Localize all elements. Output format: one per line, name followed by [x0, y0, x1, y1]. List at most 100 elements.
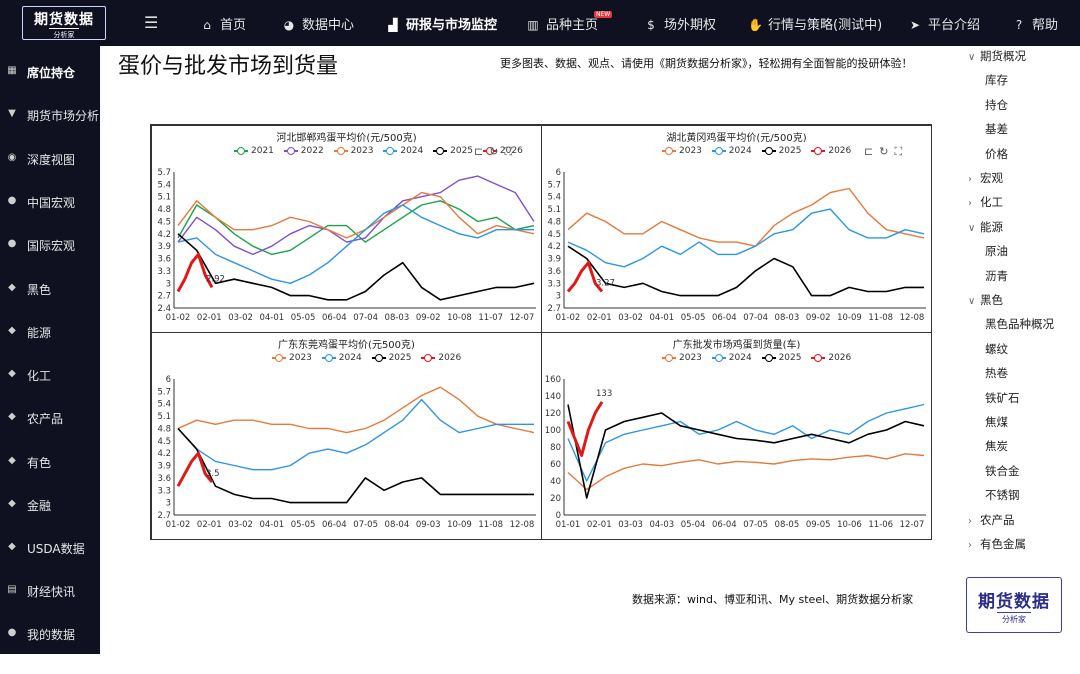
- promo-text[interactable]: 更多图表、数据、观点、请使用《期货数据分析家》，轻松拥有全面智能的投研体验！: [500, 57, 913, 70]
- nav-data-center[interactable]: ◕ 数据中心: [283, 18, 355, 33]
- y-tick-label: 120: [545, 409, 561, 419]
- series-line-2024[interactable]: [177, 204, 534, 285]
- sidebar-item-agri[interactable]: ◆ 农产品: [0, 403, 100, 433]
- series-line-2025[interactable]: [177, 233, 535, 301]
- right-nav-item[interactable]: ∨ 黑色: [968, 292, 1003, 308]
- series-line-2026[interactable]: [176, 451, 214, 487]
- y-tick-label: 4.8: [547, 217, 561, 227]
- legend-item-2024[interactable]: 2024: [711, 146, 752, 156]
- right-nav-item[interactable]: ∨ 期货概况: [968, 48, 1026, 64]
- sidebar-item-nonferrous[interactable]: ◆ 有色: [0, 447, 100, 477]
- sidebar-item-finance[interactable]: ◆ 金融: [0, 490, 100, 520]
- legend-item-2023[interactable]: 2023: [662, 146, 702, 156]
- legend-item-2025[interactable]: 2025: [761, 146, 801, 156]
- x-tick-label: 07-05: [743, 520, 768, 530]
- series-line-2025[interactable]: [567, 404, 925, 499]
- data-source: 数据来源：wind、博亚和讯、My steel、期货数据分析家: [632, 593, 914, 606]
- zoom-icon[interactable]: ⊏: [474, 145, 490, 158]
- right-nav-item[interactable]: 基差: [985, 121, 1008, 137]
- nav-help[interactable]: ? 帮助: [1012, 14, 1058, 33]
- zoom-icon[interactable]: ⊏: [864, 145, 880, 158]
- series-line-2023[interactable]: [567, 187, 925, 247]
- fullscreen-icon[interactable]: ⛶: [894, 145, 909, 158]
- series-line-2023[interactable]: [177, 386, 535, 434]
- right-nav-item[interactable]: 库存: [985, 72, 1008, 88]
- legend-item-2025[interactable]: 2025: [761, 353, 801, 363]
- right-nav-item[interactable]: ∨ 能源: [968, 219, 1003, 235]
- nav-research-monitor[interactable]: ▟ 研报与市场监控: [386, 14, 497, 33]
- menu-toggle-icon[interactable]: ☰: [144, 13, 159, 32]
- legend-item-2026[interactable]: 2026: [811, 146, 851, 156]
- right-nav-item[interactable]: 焦煤: [985, 414, 1008, 430]
- sidebar-item-seat-position[interactable]: ▦ 席位持仓: [7, 65, 76, 80]
- sidebar-item-black[interactable]: ◆ 黑色: [0, 274, 100, 304]
- series-line-2024[interactable]: [177, 398, 534, 471]
- right-nav-item[interactable]: 价格: [985, 146, 1008, 162]
- sidebar-item-depth-view[interactable]: ◉ 深度视图: [7, 152, 76, 167]
- right-nav-item[interactable]: 原油: [985, 243, 1008, 259]
- restore-icon[interactable]: ↻: [879, 145, 895, 158]
- sidebar-item-china-macro[interactable]: ● 中国宏观: [7, 195, 76, 210]
- series-line-2023[interactable]: [177, 191, 535, 239]
- series-line-2025[interactable]: [177, 427, 534, 504]
- y-tick-label: 3.6: [547, 267, 561, 277]
- right-nav-item[interactable]: › 宏观: [968, 170, 1003, 186]
- series-line-2024[interactable]: [567, 403, 925, 482]
- legend-item-2023[interactable]: 2023: [272, 353, 312, 363]
- x-tick-label: 01-02: [556, 313, 581, 323]
- legend-item-2024[interactable]: 2024: [321, 353, 362, 363]
- series-line-2023[interactable]: [567, 453, 925, 491]
- right-nav-item[interactable]: 螺纹: [985, 341, 1008, 357]
- legend-item-2023[interactable]: 2023: [662, 353, 702, 363]
- restore-icon[interactable]: ↻: [489, 145, 505, 158]
- right-nav-item[interactable]: 不锈钢: [985, 487, 1020, 503]
- nav-product-home[interactable]: ▥ 品种主页: [527, 18, 599, 33]
- right-nav-item[interactable]: 铁矿石: [985, 390, 1020, 406]
- nav-home[interactable]: ⌂ 首页: [200, 14, 246, 33]
- nav-platform-intro[interactable]: ➤ 平台介绍: [909, 18, 981, 33]
- legend-item-2026[interactable]: 2026: [421, 353, 461, 363]
- x-tick-label: 01-02: [166, 313, 191, 323]
- x-tick-label: 05-05: [291, 520, 316, 530]
- right-nav-item[interactable]: › 农产品: [968, 512, 1015, 528]
- right-nav-item[interactable]: 热卷: [985, 365, 1008, 381]
- series-line-2022[interactable]: [177, 175, 535, 256]
- legend-item-2024[interactable]: 2024: [383, 146, 423, 156]
- right-nav-item[interactable]: › 化工: [968, 194, 1003, 210]
- sidebar-item-chemical[interactable]: ◆ 化工: [0, 360, 100, 390]
- right-nav-item[interactable]: 焦炭: [985, 438, 1008, 454]
- nav-market-strategy[interactable]: ✋ 行情与策略(测试中): [748, 18, 883, 33]
- x-tick-label: 09-02: [806, 313, 831, 323]
- right-nav-item[interactable]: 持仓: [985, 97, 1008, 113]
- legend-item-2024[interactable]: 2024: [711, 353, 752, 363]
- sidebar-item-futures-analysis[interactable]: ▼ 期货市场分析: [0, 100, 100, 130]
- nav-otc-options[interactable]: $ 场外期权: [644, 14, 716, 33]
- sidebar-item-intl-macro[interactable]: ● 国际宏观: [7, 238, 76, 253]
- app-logo[interactable]: 期货数据 分析家: [22, 6, 106, 40]
- right-nav-item[interactable]: 沥青: [985, 268, 1008, 284]
- chart-legend: 2023 2024 2025 2026: [662, 353, 858, 363]
- series-line-2026[interactable]: [176, 252, 214, 293]
- series-line-2026[interactable]: [566, 261, 604, 293]
- sidebar-item-my-data[interactable]: ● 我的数据: [7, 627, 76, 642]
- right-nav-item[interactable]: 黑色品种概况: [985, 316, 1054, 332]
- legend-item-2025[interactable]: 2025: [371, 353, 411, 363]
- sidebar-item-energy[interactable]: ◆ 能源: [0, 317, 100, 347]
- x-tick-label: 03-02: [618, 313, 643, 323]
- legend-item-2026[interactable]: 2026: [482, 146, 523, 156]
- legend-item-2023[interactable]: 2023: [333, 146, 373, 156]
- right-nav-item[interactable]: › 有色金属: [968, 536, 1026, 552]
- legend-item-2026[interactable]: 2026: [811, 353, 851, 363]
- series-line-2024[interactable]: [567, 208, 925, 268]
- legend-item-2025[interactable]: 2025: [433, 146, 473, 156]
- legend-item-2022[interactable]: 2022: [283, 146, 324, 156]
- series-line-2026[interactable]: [566, 401, 604, 457]
- legend-item-2021[interactable]: 2021: [234, 146, 274, 156]
- series-line-2025[interactable]: [567, 245, 924, 297]
- y-tick-label: 3.3: [157, 486, 171, 496]
- right-nav-item[interactable]: 铁合金: [985, 463, 1020, 479]
- x-tick-label: 01-01: [556, 520, 581, 530]
- sidebar-item-news[interactable]: ▤ 财经快讯: [7, 584, 76, 599]
- fullscreen-icon[interactable]: ⛶: [504, 145, 519, 158]
- sidebar-item-usda[interactable]: ◆ USDA数据: [0, 533, 100, 563]
